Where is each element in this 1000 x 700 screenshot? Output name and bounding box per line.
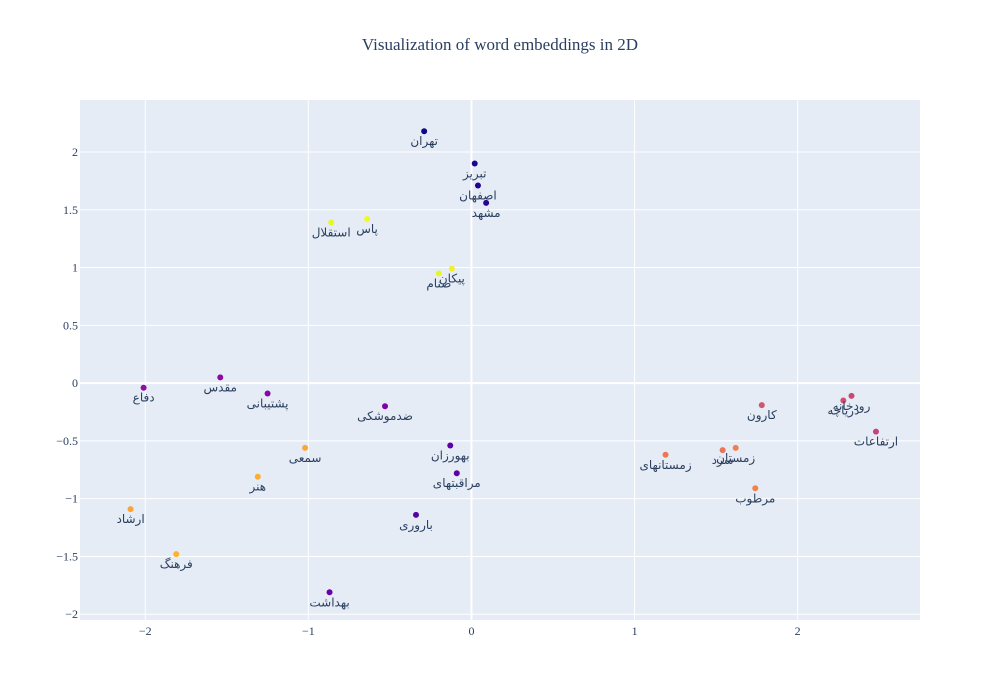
x-axis-ticks: −2 −1 0 1 2	[139, 624, 801, 638]
y-tick-label: 1.5	[63, 203, 78, 217]
point-label: سرد	[712, 453, 734, 468]
chart-title: Visualization of word embeddings in 2D	[362, 35, 638, 54]
data-point	[364, 216, 371, 223]
data-point	[453, 470, 460, 477]
point-label: اصفهان	[459, 189, 497, 203]
point-label: دفاع	[133, 391, 155, 405]
data-points	[127, 128, 879, 596]
data-point	[382, 403, 389, 410]
data-point	[435, 270, 442, 277]
point-label: پاس	[356, 222, 378, 237]
y-tick-label: 2	[72, 145, 78, 159]
data-point	[447, 442, 454, 449]
point-label: تبریز	[462, 167, 487, 182]
point-label: باروری	[399, 518, 433, 533]
data-point	[448, 265, 455, 272]
point-label: مراقبتهای	[433, 476, 481, 491]
y-tick-label: 1	[72, 261, 78, 275]
data-point	[471, 160, 478, 167]
data-point	[326, 589, 333, 596]
point-label: سمعی	[289, 451, 322, 465]
x-tick-label: −1	[302, 624, 315, 638]
x-tick-label: −2	[139, 624, 152, 638]
y-tick-label: −0.5	[56, 434, 78, 448]
point-label: پشتیبانی	[247, 397, 289, 411]
data-point	[848, 392, 855, 399]
data-point	[413, 511, 419, 518]
x-tick-label: 0	[468, 624, 474, 638]
data-point	[840, 397, 847, 404]
point-label: استقلال	[312, 225, 351, 239]
point-label: مقدس	[204, 380, 237, 395]
point-label: بهداشت	[309, 595, 349, 609]
point-label: مشهد	[472, 206, 501, 220]
data-point	[752, 485, 759, 492]
data-point	[719, 447, 726, 454]
point-label: ارتفاعات	[854, 435, 898, 450]
data-point	[140, 384, 147, 391]
data-point	[732, 444, 739, 451]
plot-area	[80, 100, 920, 620]
point-label: تهران	[410, 134, 438, 149]
point-label: ضدموشکی	[357, 409, 413, 424]
point-label: زمستانهای	[639, 458, 691, 473]
data-point	[421, 128, 428, 135]
data-point	[328, 219, 335, 226]
point-label: دریاچه	[827, 403, 859, 418]
point-label: صنام	[426, 276, 451, 290]
data-point	[264, 390, 271, 397]
data-point	[173, 551, 180, 558]
data-point	[662, 451, 669, 458]
point-label: کارون	[747, 408, 777, 423]
x-tick-label: 2	[795, 624, 801, 638]
grid	[80, 100, 920, 620]
y-tick-label: 0.5	[63, 318, 78, 332]
point-label: هنر	[248, 480, 266, 495]
y-tick-label: −2	[65, 607, 78, 621]
point-label: ارشاد	[116, 512, 144, 527]
data-point	[758, 402, 765, 409]
data-point	[872, 428, 879, 435]
y-tick-label: −1.5	[56, 549, 78, 563]
point-label: زمستان	[716, 451, 755, 466]
point-label: رودخانه	[833, 399, 871, 414]
point-label: مرطوب	[735, 491, 775, 506]
data-point	[474, 182, 481, 189]
data-point	[217, 374, 224, 381]
data-point	[127, 506, 134, 513]
point-label: فرهنگ	[160, 557, 193, 572]
data-point	[254, 473, 261, 480]
y-tick-label: 0	[72, 376, 78, 390]
y-tick-label: −1	[65, 492, 78, 506]
data-point	[302, 444, 309, 451]
point-label: پیکان	[439, 272, 465, 286]
y-axis-ticks: 2 1.5 1 0.5 0 −0.5 −1 −1.5 −2	[56, 145, 78, 621]
data-point	[483, 199, 490, 206]
x-tick-label: 1	[632, 624, 638, 638]
point-label: بهورزان	[431, 449, 470, 464]
